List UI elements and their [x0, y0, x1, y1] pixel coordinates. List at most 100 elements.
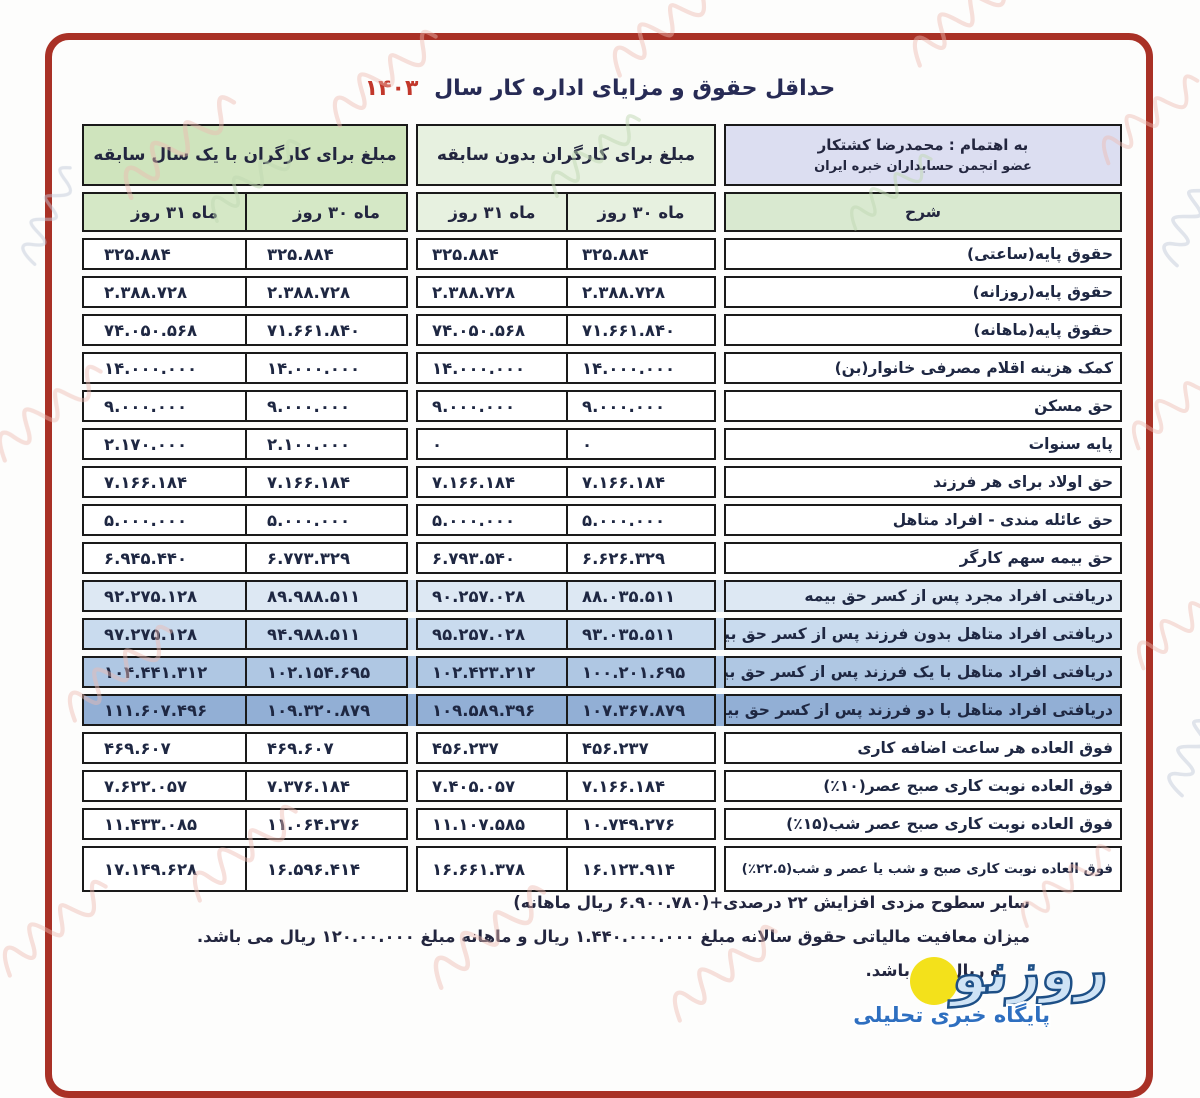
row-label: دریافتی افراد مجرد پس از کسر حق بیمه [724, 580, 1122, 612]
row-value: ۴۵۶.۲۳۷ [416, 732, 566, 764]
title-text: حداقل حقوق و مزایای اداره کار سال [434, 76, 836, 101]
table-row: دریافتی افراد متاهل با دو فرزند پس از کس… [78, 694, 1122, 726]
table-row: پایه سنوات ۰ ۰ ۲.۱۰۰.۰۰۰ ۲.۱۷۰.۰۰۰ [78, 428, 1122, 460]
row-value: ۹۷.۲۷۵.۱۲۸ [82, 618, 245, 650]
column-header-description: شرح [724, 192, 1122, 232]
section-gap [408, 352, 416, 384]
row-value: ۲.۳۸۸.۷۲۸ [245, 276, 408, 308]
table-row: دریافتی افراد متاهل با یک فرزند پس از کس… [78, 656, 1122, 688]
column-group-no-experience: مبلغ برای کارگران بدون سابقه [416, 124, 716, 186]
row-value: ۹.۰۰۰.۰۰۰ [566, 390, 716, 422]
section-gap [408, 238, 416, 270]
section-gap [716, 390, 724, 422]
row-value: ۲.۳۸۸.۷۲۸ [82, 276, 245, 308]
section-gap [716, 770, 724, 802]
row-value: ۱۰۰.۲۰۱.۶۹۵ [566, 656, 716, 688]
column-header-month31-no-exp: ماه ۳۱ روز [416, 192, 566, 232]
table-row: حقوق پایه(ماهانه) ۷۱.۶۶۱.۸۴۰ ۷۴.۰۵۰.۵۶۸ ۷۱.… [78, 314, 1122, 346]
row-value: ۱۴.۰۰۰.۰۰۰ [566, 352, 716, 384]
row-value: ۵.۰۰۰.۰۰۰ [245, 504, 408, 536]
section-gap [716, 352, 724, 384]
row-label: دریافتی افراد متاهل با دو فرزند پس از کس… [724, 694, 1122, 726]
table-group-header-row: به اهتمام : محمدرضا کشتکار عضو انجمن حسا… [78, 124, 1122, 186]
row-value: ۱۱.۱۰۷.۵۸۵ [416, 808, 566, 840]
row-value: ۱۰۴.۴۴۱.۳۱۲ [82, 656, 245, 688]
table-row: حق بیمه سهم کارگر ۶.۶۲۶.۳۲۹ ۶.۷۹۳.۵۴۰ ۶.۷۷۳… [78, 542, 1122, 574]
row-value: ۷۱.۶۶۱.۸۴۰ [245, 314, 408, 346]
section-gap [716, 656, 724, 688]
row-value: ۱۰.۷۴۹.۲۷۶ [566, 808, 716, 840]
row-value: ۲.۱۰۰.۰۰۰ [245, 428, 408, 460]
section-gap [408, 618, 416, 650]
row-value: ۱۰۹.۳۲۰.۸۷۹ [245, 694, 408, 726]
row-value: ۱۰۲.۴۲۳.۲۱۲ [416, 656, 566, 688]
section-gap [716, 846, 724, 892]
row-label: فوق العاده نوبت کاری صبح و شب یا عصر و ش… [724, 846, 1122, 892]
logo-tagline: پایگاه خبری تحلیلی [853, 1003, 1050, 1027]
table-row: حقوق پایه(روزانه) ۲.۳۸۸.۷۲۸ ۲.۳۸۸.۷۲۸ ۲.۳۸۸… [78, 276, 1122, 308]
row-value: ۹۲.۲۷۵.۱۲۸ [82, 580, 245, 612]
row-value: ۱۷.۱۴۹.۶۲۸ [82, 846, 245, 892]
section-gap [408, 428, 416, 460]
section-gap [716, 238, 724, 270]
row-value: ۳۲۵.۸۸۴ [566, 238, 716, 270]
row-label: پایه سنوات [724, 428, 1122, 460]
section-gap [408, 846, 416, 892]
row-value: ۴۶۹.۶۰۷ [82, 732, 245, 764]
row-value: ۲.۱۷۰.۰۰۰ [82, 428, 245, 460]
logo-brand-text: روزنو [949, 936, 1112, 1009]
row-value: ۷.۱۶۶.۱۸۴ [416, 466, 566, 498]
table-row: فوق العاده هر ساعت اضافه کاری ۴۵۶.۲۳۷ ۴۵۶.… [78, 732, 1122, 764]
section-gap [408, 580, 416, 612]
section-gap [716, 580, 724, 612]
row-value: ۱۱۱.۶۰۷.۴۹۶ [82, 694, 245, 726]
row-value: ۱۰۲.۱۵۴.۶۹۵ [245, 656, 408, 688]
row-value: ۸۸.۰۳۵.۵۱۱ [566, 580, 716, 612]
section-gap [716, 732, 724, 764]
row-value: ۴۵۶.۲۳۷ [566, 732, 716, 764]
row-value: ۱۰۹.۵۸۹.۳۹۶ [416, 694, 566, 726]
row-value: ۹۵.۲۵۷.۰۲۸ [416, 618, 566, 650]
row-label: فوق العاده نوبت کاری صبح عصر(۱۰٪) [724, 770, 1122, 802]
row-value: ۷.۴۰۵.۰۵۷ [416, 770, 566, 802]
column-header-month30-one-year: ماه ۳۰ روز [245, 192, 408, 232]
salary-table: به اهتمام : محمدرضا کشتکار عضو انجمن حسا… [78, 124, 1122, 898]
table-row: حق اولاد برای هر فرزند ۷.۱۶۶.۱۸۴ ۷.۱۶۶.۱۸۴… [78, 466, 1122, 498]
footnote-wage-levels: سایر سطوح مزدی افزایش ۲۲ درصدی+(۶.۹۰۰.۷۸… [513, 893, 1030, 912]
title-year: ۱۴۰۳ [364, 76, 419, 101]
table-row: فوق العاده نوبت کاری صبح عصر(۱۰٪) ۷.۱۶۶.۱… [78, 770, 1122, 802]
section-gap [716, 428, 724, 460]
section-gap [408, 390, 416, 422]
row-value: ۲.۳۸۸.۷۲۸ [566, 276, 716, 308]
row-value: ۱۶.۱۲۳.۹۱۴ [566, 846, 716, 892]
column-group-one-year: مبلغ برای کارگران با یک سال سابقه [82, 124, 408, 186]
section-gap [408, 770, 416, 802]
row-label: دریافتی افراد متاهل بدون فرزند پس از کسر… [724, 618, 1122, 650]
row-label: فوق العاده هر ساعت اضافه کاری [724, 732, 1122, 764]
row-value: ۳۲۵.۸۸۴ [416, 238, 566, 270]
section-gap [408, 504, 416, 536]
attribution-line2: عضو انجمن حسابداران خبره ایران [814, 158, 1032, 174]
row-value: ۳۲۵.۸۸۴ [245, 238, 408, 270]
row-value: ۱۱.۰۶۴.۲۷۶ [245, 808, 408, 840]
row-value: ۸۹.۹۸۸.۵۱۱ [245, 580, 408, 612]
table-row: دریافتی افراد مجرد پس از کسر حق بیمه ۸۸.۰… [78, 580, 1122, 612]
row-label: حقوق پایه(ماهانه) [724, 314, 1122, 346]
table-row: فوق العاده نوبت کاری صبح و شب یا عصر و ش… [78, 846, 1122, 892]
section-gap [716, 466, 724, 498]
section-gap [716, 808, 724, 840]
row-label: حق اولاد برای هر فرزند [724, 466, 1122, 498]
row-value: ۶.۹۴۵.۴۴۰ [82, 542, 245, 574]
row-value: ۱۴.۰۰۰.۰۰۰ [245, 352, 408, 384]
row-value: ۵.۰۰۰.۰۰۰ [416, 504, 566, 536]
attribution-cell: به اهتمام : محمدرضا کشتکار عضو انجمن حسا… [724, 124, 1122, 186]
column-header-month31-one-year: ماه ۳۱ روز [82, 192, 245, 232]
section-gap [716, 276, 724, 308]
table-row: حقوق پایه(ساعتی) ۳۲۵.۸۸۴ ۳۲۵.۸۸۴ ۳۲۵.۸۸۴ ۳۲۵… [78, 238, 1122, 270]
row-value: ۷.۱۶۶.۱۸۴ [566, 770, 716, 802]
row-value: ۳۲۵.۸۸۴ [82, 238, 245, 270]
row-value: ۹.۰۰۰.۰۰۰ [416, 390, 566, 422]
table-row: کمک هزینه اقلام مصرفی خانوار(بن) ۱۴.۰۰۰.۰… [78, 352, 1122, 384]
section-gap [716, 314, 724, 346]
